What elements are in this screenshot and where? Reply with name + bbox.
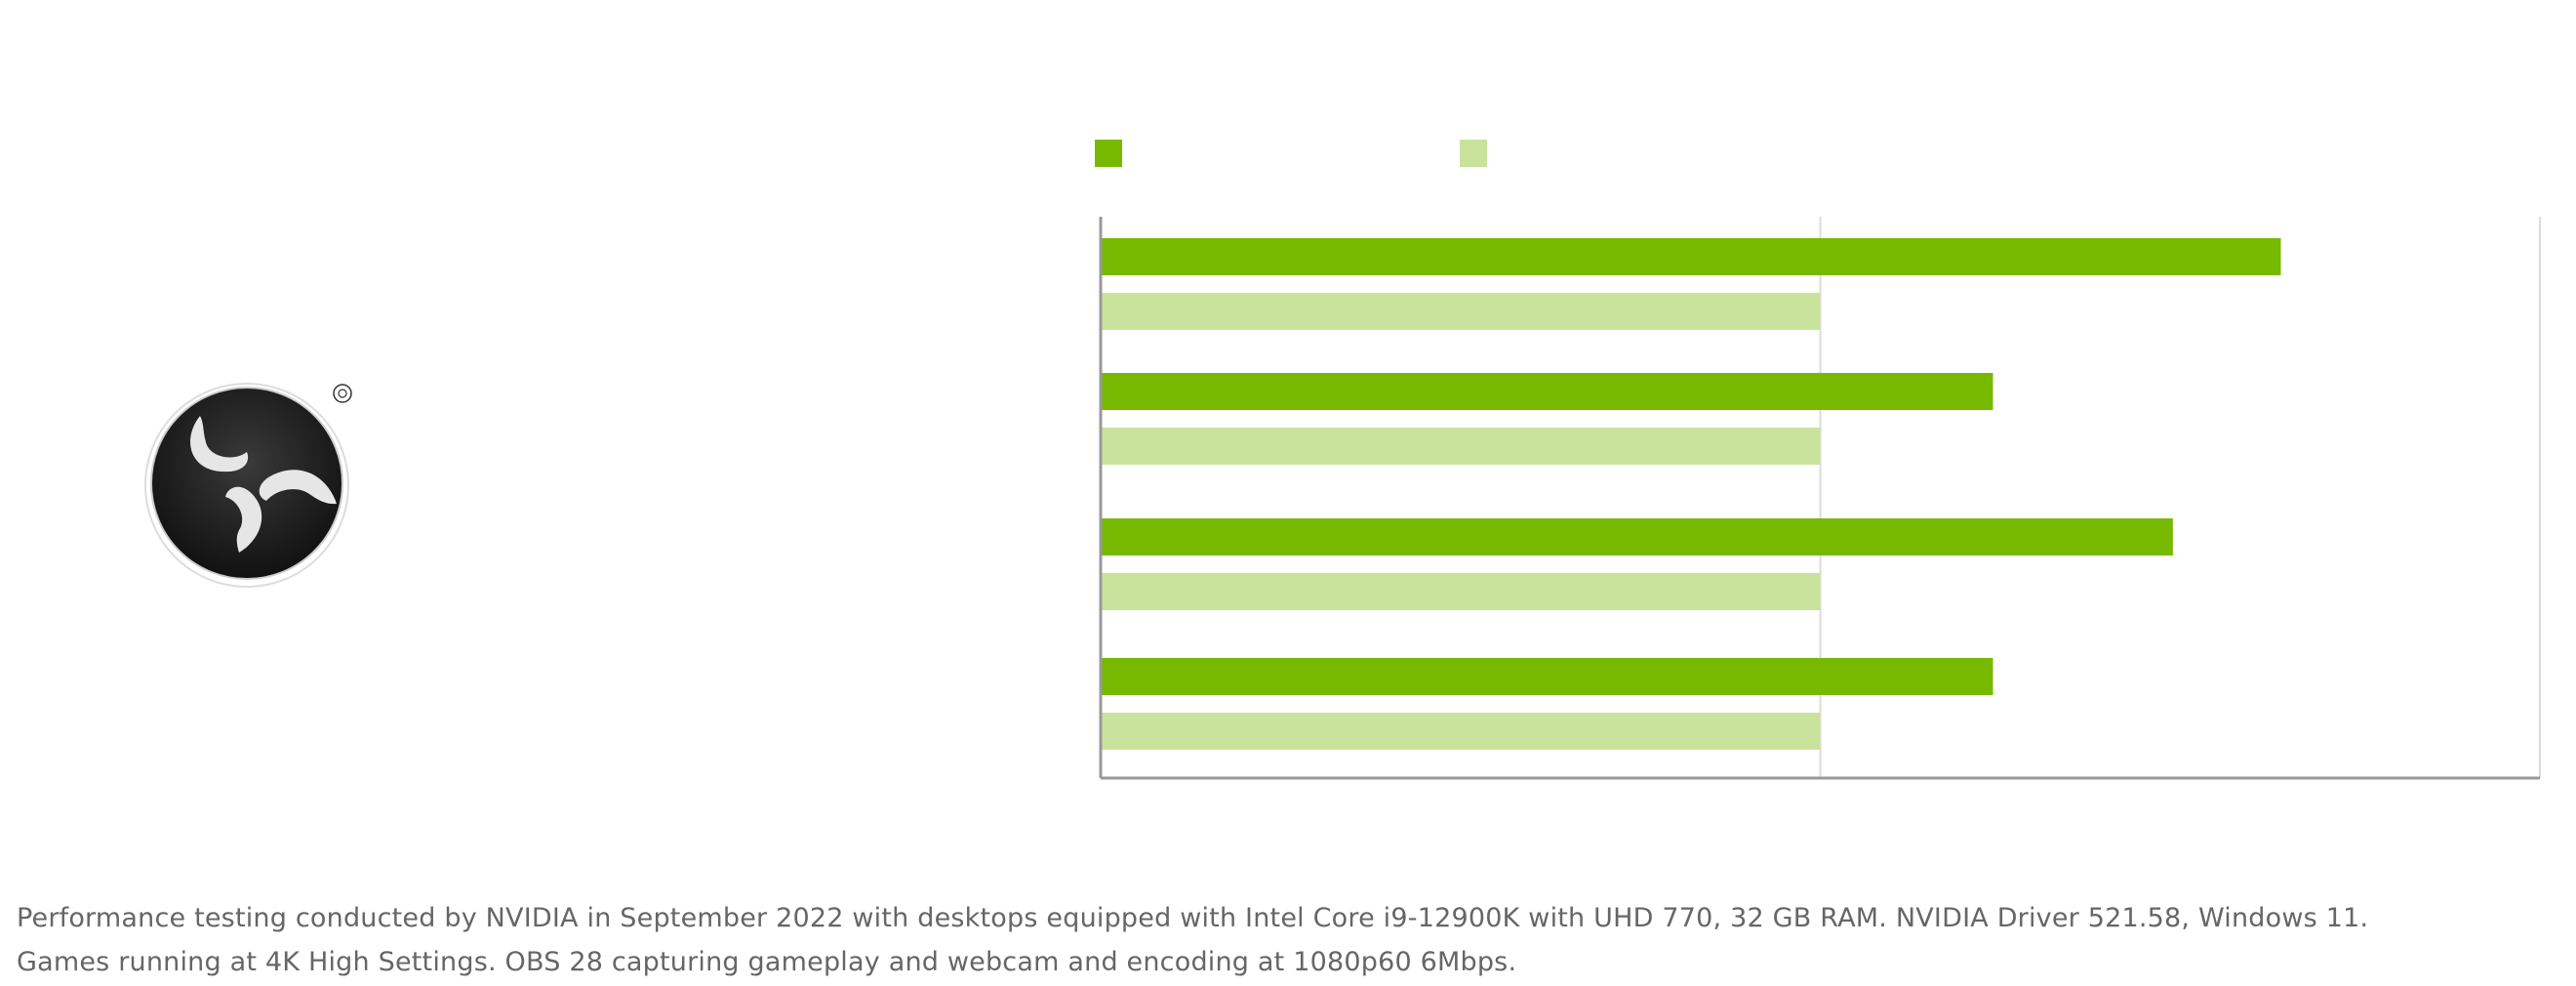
registered-trademark-icon <box>333 384 352 403</box>
bar <box>1101 658 1993 695</box>
bar <box>1101 428 1821 465</box>
obs-logo-icon <box>144 383 349 588</box>
chart-legend <box>1095 140 1487 167</box>
legend-swatch <box>1095 140 1122 167</box>
performance-bar-chart <box>1095 140 2541 780</box>
chart-bars <box>1101 238 2281 750</box>
chart-axes <box>1099 217 2540 780</box>
obs-logo <box>141 382 352 593</box>
legend-swatch <box>1460 140 1487 167</box>
bar <box>1101 373 1993 410</box>
footnote-line-1: Performance testing conducted by NVIDIA … <box>17 903 2369 933</box>
bar <box>1101 573 1821 610</box>
bar <box>1101 238 2281 275</box>
bar <box>1101 293 1821 330</box>
footnote-line-2: Games running at 4K High Settings. OBS 2… <box>17 947 1517 977</box>
bar <box>1101 713 1821 750</box>
bar <box>1101 518 2173 555</box>
